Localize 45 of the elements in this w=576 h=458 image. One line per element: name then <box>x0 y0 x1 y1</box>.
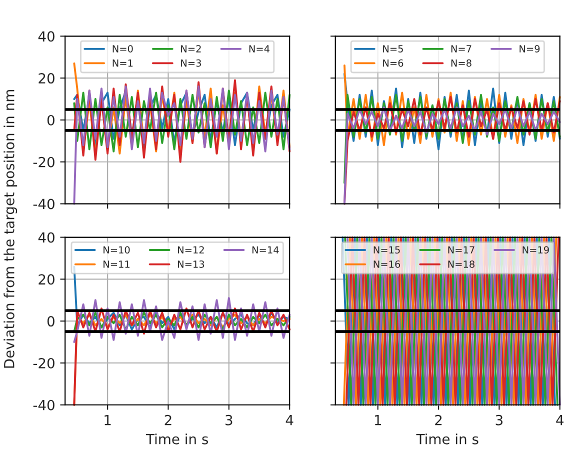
line-series <box>73 85 291 205</box>
x-tick-label: 3 <box>226 414 232 426</box>
x-tick-label: 2 <box>164 414 172 426</box>
legend-label: N=0 <box>112 45 133 52</box>
line-series <box>73 297 291 343</box>
legend-label: N=4 <box>249 45 270 52</box>
legend-label: N=14 <box>252 246 279 254</box>
x-tick-label: 1 <box>374 415 381 426</box>
legend-label: N=1 <box>112 60 133 67</box>
legend-label: N=2 <box>181 45 201 52</box>
y-axis-title: Deviation from the target position in nm <box>4 90 18 368</box>
legend-label: N=3 <box>181 59 201 67</box>
y-tick-label: -20 <box>33 156 54 168</box>
x-axis-title: Time in s <box>146 434 208 444</box>
y-tick-label: 0 <box>47 114 54 126</box>
x-axis-title: Time in s <box>416 434 478 444</box>
x-tick-label: 1 <box>104 415 111 426</box>
y-tick-label: 40 <box>38 31 54 42</box>
y-tick-label: -20 <box>33 358 54 368</box>
x-tick-label: 4 <box>556 415 564 426</box>
legend-label: N=6 <box>383 59 404 67</box>
line-series <box>73 79 291 163</box>
y-tick-label: 20 <box>38 73 54 84</box>
x-tick-label: 4 <box>286 415 294 426</box>
legend-label: N=18 <box>448 260 474 268</box>
legend-label: N=11 <box>104 260 130 268</box>
series-label: N=15 <box>374 246 400 254</box>
legend-label: N=19 <box>522 246 549 254</box>
legend-label: N=13 <box>178 260 204 268</box>
legend-label: N=5 <box>383 45 403 52</box>
x-tick-label: 2 <box>435 414 442 426</box>
y-tick-label: -40 <box>33 400 54 410</box>
y-tick-label: 20 <box>38 274 54 285</box>
x-tick-label: 3 <box>496 414 503 426</box>
legend-label: N=16 <box>374 260 400 268</box>
legend-label: N=10 <box>104 246 130 254</box>
legend-label: N=8 <box>451 59 472 67</box>
legend-label: N=9 <box>520 45 540 52</box>
y-tick-label: -40 <box>33 198 54 210</box>
y-tick-label: 40 <box>38 232 54 243</box>
line-series <box>73 312 291 333</box>
legend-label: N=7 <box>451 45 472 52</box>
legend-label: N=12 <box>178 246 204 254</box>
y-tick-label: 0 <box>47 316 54 327</box>
legend-label: N=17 <box>448 246 474 254</box>
